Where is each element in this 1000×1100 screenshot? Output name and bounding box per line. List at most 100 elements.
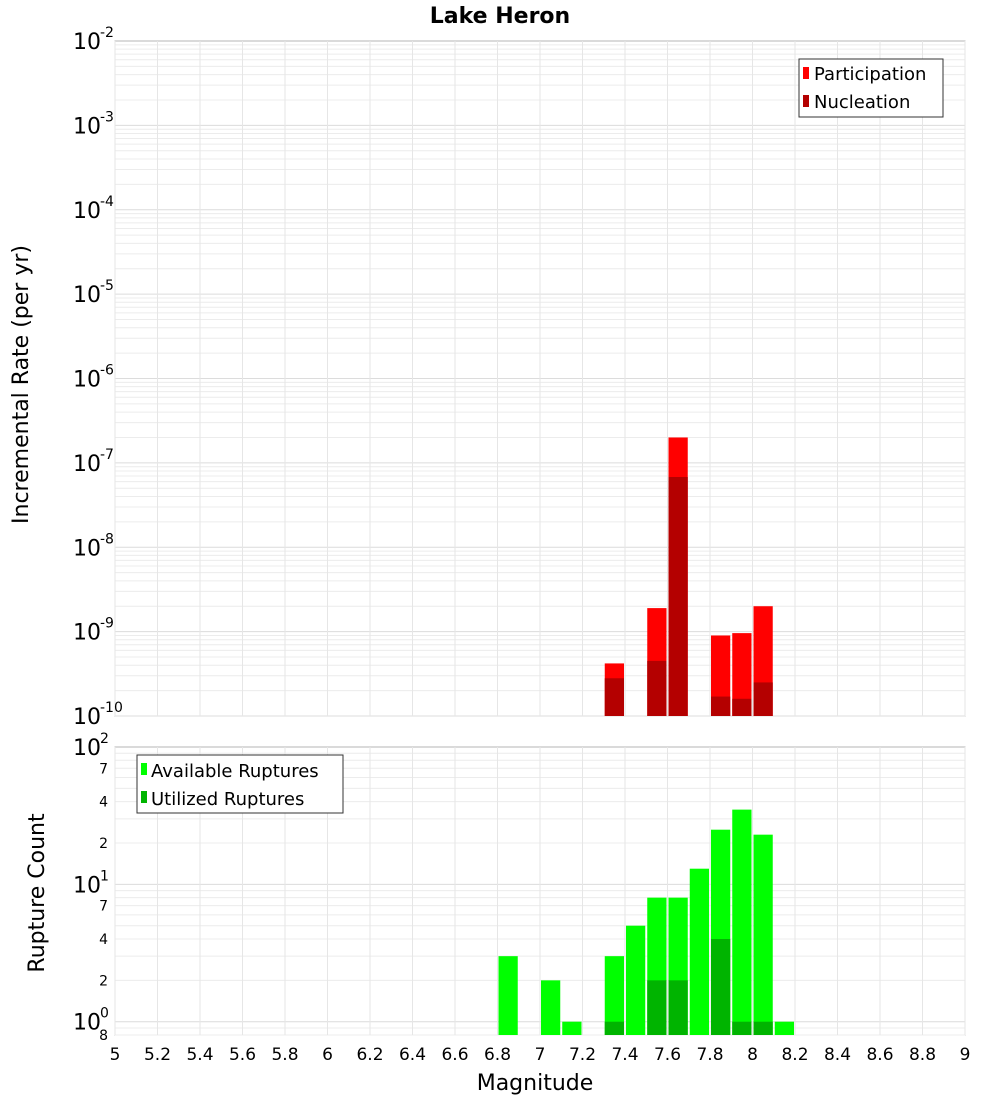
rate-y-tick-label: 10 xyxy=(73,114,101,139)
rate-y-tick-exponent: -9 xyxy=(100,616,114,632)
x-tick-label: 5 xyxy=(110,1045,121,1065)
x-tick-label: 6.4 xyxy=(399,1045,426,1065)
bar-participation-4 xyxy=(732,633,752,716)
count-y-tick-exponent: 0 xyxy=(100,1006,109,1022)
legend-label-participation: Participation xyxy=(814,64,926,85)
x-tick-label: 7.4 xyxy=(611,1045,638,1065)
bar-available-ruptures-3 xyxy=(604,956,624,1035)
x-tick-label: 8 xyxy=(747,1045,758,1065)
bar-available-ruptures-4 xyxy=(626,925,646,1035)
count-y-tick-exponent: 1 xyxy=(100,868,109,884)
x-tick-label: 8.4 xyxy=(824,1045,851,1065)
bar-available-ruptures-1 xyxy=(541,980,561,1035)
legend-label-available-ruptures: Available Ruptures xyxy=(151,761,319,782)
rate-y-tick-label: 10 xyxy=(73,199,101,224)
count-minor-tick-label: 2 xyxy=(99,836,108,852)
bar-utilized-ruptures-0 xyxy=(604,1021,624,1035)
x-tick-labels: 5 5.2 5.4 5.6 5.8 6 6.2 6.4 6.6 6.8 7 7.2 7.4 7.6 7.8 8… xyxy=(110,1045,971,1065)
rate-y-tick-exponent: -8 xyxy=(100,531,114,547)
x-tick-label: 8.8 xyxy=(909,1045,936,1065)
bar-nucleation-1 xyxy=(647,660,667,716)
bar-nucleation-4 xyxy=(732,698,752,716)
x-tick-label: 8.6 xyxy=(866,1045,893,1065)
bar-available-ruptures-2 xyxy=(562,1021,582,1035)
bar-utilized-ruptures-4 xyxy=(732,1021,752,1035)
rate-y-tick-exponent: -10 xyxy=(100,700,123,716)
bar-utilized-ruptures-3 xyxy=(711,939,731,1035)
x-tick-label: 9 xyxy=(960,1045,971,1065)
rate-y-tick-exponent: -3 xyxy=(100,109,114,125)
rate-legend-box xyxy=(798,58,944,118)
x-tick-label: 5.6 xyxy=(229,1045,256,1065)
rate-y-tick-exponent: -2 xyxy=(100,25,114,41)
rate-y-tick-label: 10 xyxy=(73,705,101,730)
count-y-tick-label: 10 xyxy=(73,873,101,898)
count-bars xyxy=(498,809,794,1035)
rate-y-tick-exponent: -5 xyxy=(100,278,114,294)
bar-participation-3 xyxy=(711,635,731,716)
rate-y-tick-label: 10 xyxy=(73,30,101,55)
x-tick-label: 5.8 xyxy=(271,1045,298,1065)
bar-available-ruptures-7 xyxy=(689,868,709,1035)
rate-y-axis-label: Incremental Rate (per yr) xyxy=(9,245,34,524)
legend-label-nucleation: Nucleation xyxy=(814,92,910,113)
bar-utilized-ruptures-2 xyxy=(668,980,688,1035)
rate-y-tick-label: 10 xyxy=(73,536,101,561)
rate-y-tick-exponent: -6 xyxy=(100,363,114,379)
count-y-tick-label: 10 xyxy=(73,1011,101,1036)
bar-available-ruptures-0 xyxy=(498,956,518,1035)
legend-swatch-available-ruptures xyxy=(141,763,147,775)
count-minor-tick-label: 2 xyxy=(99,973,108,989)
bar-nucleation-2 xyxy=(668,477,688,716)
legend-swatch-utilized-ruptures xyxy=(141,791,147,803)
count-legend-box xyxy=(136,754,344,814)
count-y-tick-label: 10 xyxy=(73,736,101,761)
x-tick-label: 7 xyxy=(535,1045,546,1065)
bar-utilized-ruptures-5 xyxy=(753,1021,773,1035)
x-tick-label: 7.8 xyxy=(696,1045,723,1065)
x-tick-label: 6.2 xyxy=(356,1045,383,1065)
x-tick-label: 6.8 xyxy=(484,1045,511,1065)
bar-nucleation-0 xyxy=(604,678,624,716)
bar-nucleation-3 xyxy=(711,696,731,716)
bar-utilized-ruptures-1 xyxy=(647,980,667,1035)
legend-label-utilized-ruptures: Utilized Ruptures xyxy=(151,789,304,810)
rate-y-tick-exponent: -4 xyxy=(100,194,114,210)
count-y-tick-exponent: 2 xyxy=(100,731,109,747)
count-minor-tick-label: 7 xyxy=(99,761,108,777)
rate-y-tick-exponent: -7 xyxy=(100,447,114,463)
count-y-axis-label: Rupture Count xyxy=(25,813,50,973)
x-tick-label: 6 xyxy=(322,1045,333,1065)
bar-nucleation-5 xyxy=(753,682,773,716)
bar-available-ruptures-10 xyxy=(753,834,773,1035)
legend-swatch-nucleation xyxy=(803,95,809,107)
x-tick-label: 8.2 xyxy=(781,1045,808,1065)
rate-y-tick-label: 10 xyxy=(73,621,101,646)
count-minor-tick-label: 8 xyxy=(99,1028,108,1044)
x-tick-label: 6.6 xyxy=(441,1045,468,1065)
bar-available-ruptures-11 xyxy=(774,1021,794,1035)
rate-legend: Participation Nucleation xyxy=(798,58,944,118)
x-tick-label: 5.4 xyxy=(186,1045,213,1065)
x-tick-label: 5.2 xyxy=(144,1045,171,1065)
count-minor-tick-label: 7 xyxy=(99,899,108,915)
legend-swatch-participation xyxy=(803,67,809,79)
chart-title: Lake Heron xyxy=(430,4,570,29)
x-tick-label: 7.2 xyxy=(569,1045,596,1065)
bar-available-ruptures-9 xyxy=(732,809,752,1035)
x-tick-label: 7.6 xyxy=(654,1045,681,1065)
x-axis-label: Magnitude xyxy=(477,1071,594,1096)
count-legend: Available Ruptures Utilized Ruptures xyxy=(136,754,344,814)
count-minor-tick-label: 4 xyxy=(99,795,108,811)
rate-gridlines xyxy=(114,41,966,717)
count-minor-tick-label: 4 xyxy=(99,932,108,948)
rate-y-tick-label: 10 xyxy=(73,283,101,308)
rate-y-tick-label: 10 xyxy=(73,368,101,393)
rate-y-tick-label: 10 xyxy=(73,452,101,477)
rate-bars xyxy=(604,437,773,716)
